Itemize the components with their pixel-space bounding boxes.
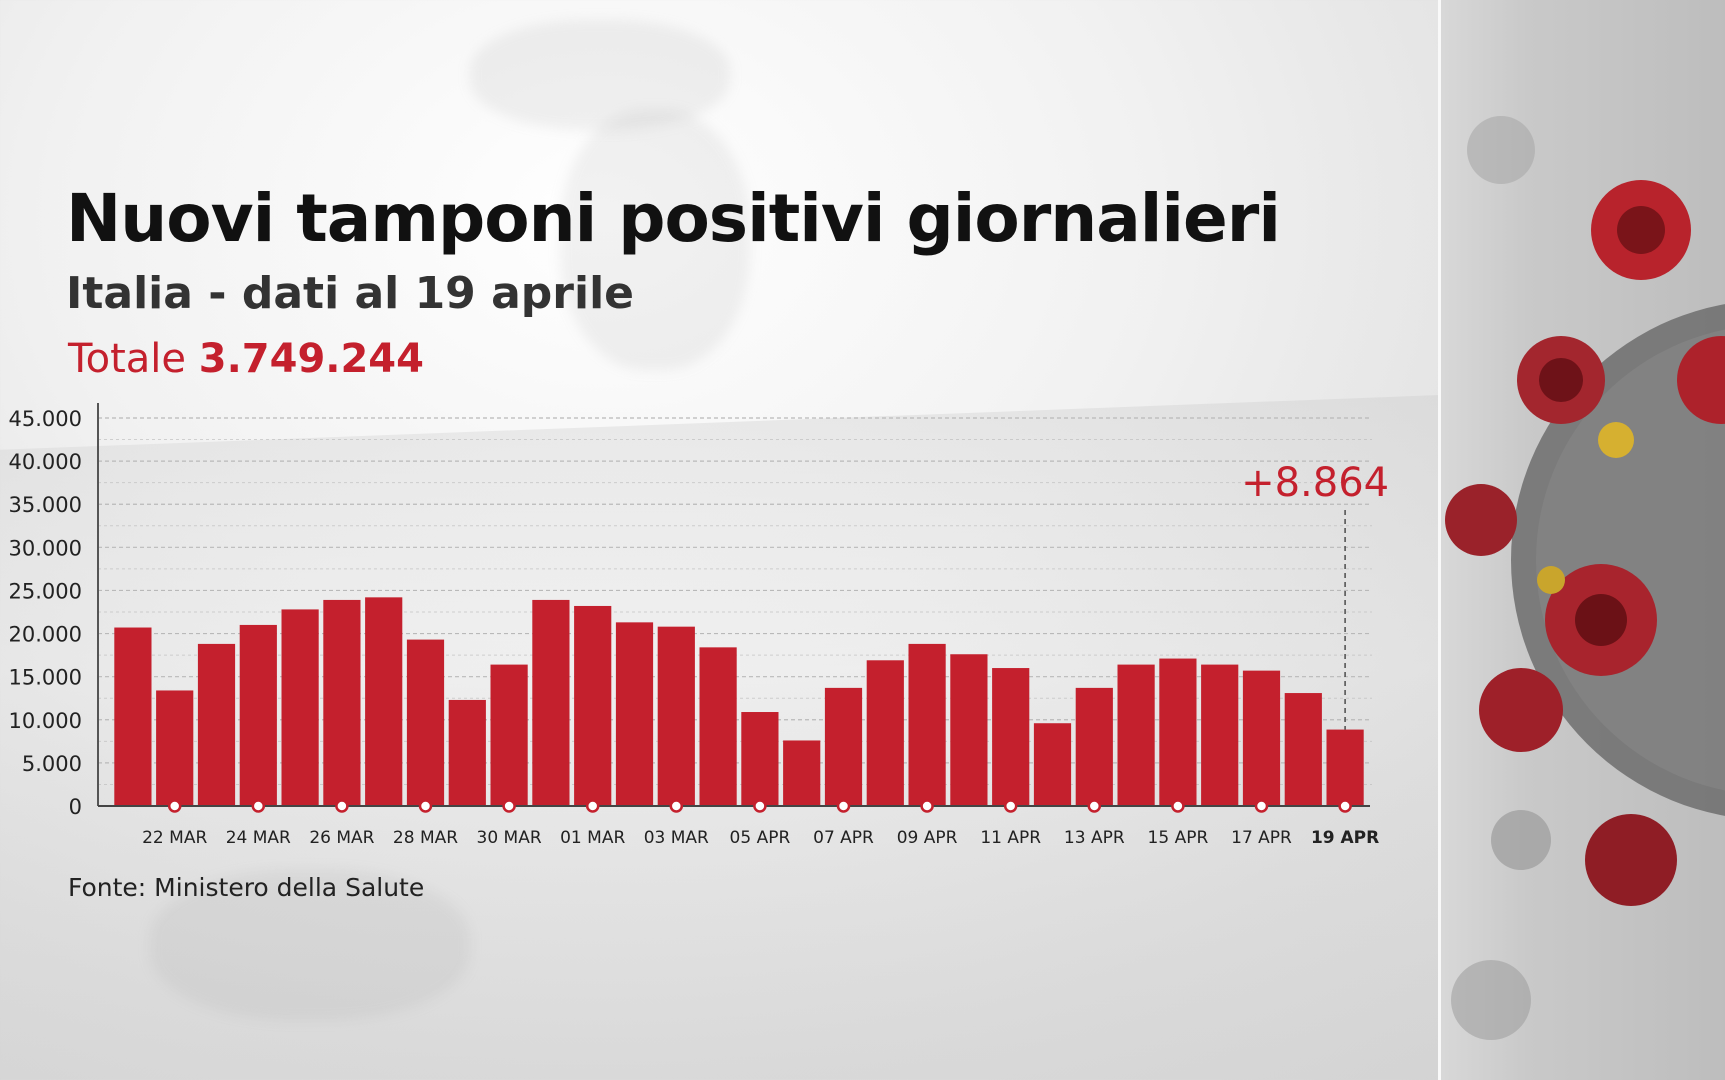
- y-tick-label: 15.000: [9, 666, 82, 690]
- background-map-shape: [470, 20, 730, 130]
- chart-title: Nuovi tamponi positivi giornalieri: [66, 180, 1281, 257]
- y-tick-label: 0: [69, 795, 82, 819]
- x-tick-label: 30 MAR: [477, 828, 542, 848]
- bar: [1117, 664, 1155, 806]
- bar: [824, 687, 863, 806]
- bar: [406, 639, 445, 806]
- bar: [532, 599, 570, 806]
- x-tick-marker: [502, 799, 516, 813]
- x-tick-marker: [836, 799, 851, 813]
- bar: [448, 699, 486, 806]
- source-note: Fonte: Ministero della Salute: [68, 873, 425, 902]
- x-tick-label: 24 MAR: [226, 828, 291, 848]
- bar: [950, 654, 988, 806]
- background-map-shape: [150, 870, 470, 1020]
- x-tick-marker: [1087, 799, 1102, 813]
- bar: [197, 643, 236, 806]
- x-tick-label: 05 APR: [730, 828, 791, 848]
- bar: [1075, 687, 1113, 806]
- bar-chart: 0 5.000 10.000 15.000 20.000 25.000 30.000 35.0…: [9, 403, 1389, 848]
- virus-illustration: [1445, 116, 1725, 1040]
- bar: [992, 668, 1030, 806]
- bar: [783, 740, 821, 806]
- bar: [239, 624, 277, 806]
- background-map-shape: [560, 110, 750, 370]
- x-tick-marker: [585, 799, 600, 813]
- y-tick-label: 35.000: [9, 493, 82, 517]
- x-tick-marker: [669, 799, 684, 813]
- x-tick-label: 15 APR: [1148, 828, 1209, 848]
- x-tick-label: 19 APR: [1311, 828, 1379, 848]
- x-tick-marker: [251, 799, 266, 813]
- bar: [1326, 729, 1364, 806]
- y-tick-label: 20.000: [9, 623, 82, 647]
- y-tick-label: 10.000: [9, 709, 82, 733]
- x-tick-label: 22 MAR: [142, 828, 207, 848]
- bar: [365, 597, 403, 806]
- x-tick-label: 07 APR: [813, 828, 874, 848]
- x-tick-label: 17 APR: [1231, 828, 1292, 848]
- x-tick-label: 28 MAR: [393, 828, 458, 848]
- bar: [615, 622, 654, 806]
- annotation-label: +8.864: [1241, 460, 1389, 506]
- total-label: Totale: [68, 336, 187, 382]
- x-tick-marker: [1003, 799, 1018, 813]
- bar: [490, 664, 528, 806]
- bar: [699, 647, 737, 806]
- x-tick-label: 13 APR: [1064, 828, 1125, 848]
- bar: [741, 712, 779, 806]
- x-tick-label: 11 APR: [980, 828, 1041, 848]
- x-tick-label: 03 MAR: [644, 828, 709, 848]
- x-tick-marker: [753, 799, 767, 813]
- y-tick-label: 40.000: [9, 450, 82, 474]
- x-tick-label: 26 MAR: [309, 828, 374, 848]
- x-tick-marker: [1338, 799, 1352, 813]
- y-tick-label: 45.000: [9, 407, 82, 431]
- total-line: Totale 3.749.244: [68, 336, 424, 382]
- x-tick-marker: [1171, 799, 1185, 813]
- bar: [866, 660, 904, 806]
- y-tick-label: 30.000: [9, 536, 82, 560]
- y-tick-label: 5.000: [22, 752, 82, 776]
- bar: [156, 690, 194, 806]
- x-tick-marker: [418, 799, 433, 813]
- chart-subtitle: Italia - dati al 19 aprile: [66, 268, 635, 319]
- bar: [281, 609, 319, 806]
- y-tick-label: 25.000: [9, 579, 82, 603]
- x-tick-label: 01 MAR: [560, 828, 625, 848]
- bar: [1284, 693, 1322, 806]
- x-tick-marker: [920, 799, 934, 813]
- bar: [574, 605, 612, 806]
- x-tick-marker: [335, 799, 349, 813]
- bar: [657, 626, 695, 806]
- x-tick-marker: [1254, 799, 1269, 813]
- x-tick-marker: [167, 799, 182, 813]
- bar: [323, 599, 361, 806]
- bar: [114, 627, 152, 806]
- bar: [908, 643, 946, 806]
- virus-image-panel: [1438, 0, 1725, 1080]
- bar: [1033, 723, 1072, 806]
- bar: [1242, 670, 1281, 806]
- bar: [1201, 664, 1239, 806]
- bar: [1159, 658, 1197, 806]
- x-tick-label: 09 APR: [897, 828, 958, 848]
- total-value: 3.749.244: [198, 336, 424, 382]
